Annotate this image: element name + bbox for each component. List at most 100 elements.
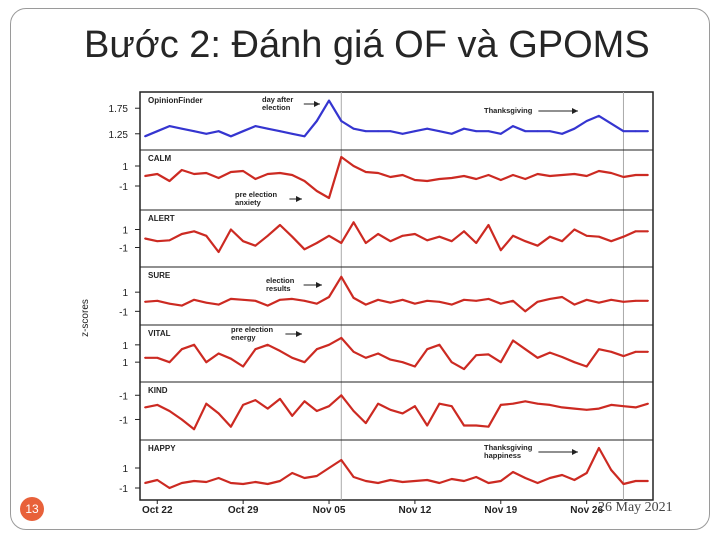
- y-tick-label: 1: [122, 358, 128, 369]
- y-axis-label: z-scores: [80, 299, 91, 337]
- data-point: [536, 402, 539, 405]
- panel-kind: KIND -1 -1: [119, 381, 653, 431]
- data-point: [377, 172, 379, 174]
- annotation-arrow-head: [314, 101, 320, 107]
- data-point: [180, 233, 183, 235]
- data-point: [487, 425, 490, 428]
- data-point: [156, 299, 159, 302]
- data-point: [426, 127, 429, 130]
- data-point: [561, 356, 563, 358]
- data-point: [144, 482, 146, 484]
- data-point: [364, 242, 367, 244]
- data-point: [414, 302, 416, 305]
- data-point: [340, 156, 343, 158]
- data-point: [144, 175, 146, 177]
- data-point: [536, 482, 539, 484]
- data-point: [205, 402, 208, 405]
- data-point: [438, 402, 441, 405]
- data-point: [561, 174, 563, 176]
- data-point: [499, 249, 502, 252]
- data-point: [242, 404, 245, 406]
- y-tick-label: -1: [119, 484, 128, 495]
- data-point: [279, 172, 281, 174]
- data-point: [242, 483, 245, 485]
- data-point: [205, 361, 208, 364]
- data-point: [426, 239, 429, 242]
- slide-frame: [10, 8, 710, 530]
- data-point: [193, 480, 196, 482]
- data-point: [622, 300, 625, 303]
- data-point: [389, 358, 392, 361]
- data-point: [315, 190, 318, 192]
- data-point: [573, 303, 576, 306]
- data-point: [610, 404, 613, 406]
- data-point: [242, 298, 245, 301]
- data-point: [573, 361, 576, 364]
- data-point: [401, 361, 404, 364]
- data-point: [499, 404, 502, 406]
- data-point: [254, 244, 257, 247]
- data-point: [512, 299, 514, 302]
- data-point: [610, 350, 613, 353]
- panel-label: KIND: [148, 386, 168, 395]
- data-point: [634, 174, 637, 176]
- panel-label: HAPPY: [148, 444, 176, 453]
- data-point: [266, 483, 269, 485]
- data-point: [463, 230, 465, 233]
- data-point: [340, 242, 343, 244]
- data-point: [401, 234, 404, 237]
- data-point: [524, 240, 527, 243]
- data-point: [389, 240, 392, 243]
- data-point: [463, 480, 465, 482]
- data-point: [610, 172, 613, 174]
- data-point: [512, 125, 514, 127]
- data-point: [266, 304, 269, 307]
- data-point: [549, 351, 551, 354]
- data-point: [573, 127, 576, 130]
- data-point: [450, 303, 453, 306]
- data-point: [279, 480, 281, 482]
- data-point: [499, 480, 502, 482]
- data-point: [180, 169, 183, 171]
- data-point: [585, 365, 588, 368]
- data-point: [364, 356, 367, 359]
- data-point: [475, 299, 478, 302]
- data-point: [561, 406, 563, 409]
- data-point: [536, 173, 539, 175]
- data-point: [549, 130, 551, 133]
- data-point: [426, 299, 429, 302]
- series-line-vital: [145, 336, 648, 371]
- data-point: [524, 178, 527, 180]
- data-point: [414, 130, 416, 133]
- data-point: [438, 300, 441, 303]
- data-point: [205, 132, 208, 135]
- data-point: [217, 352, 220, 355]
- data-point: [414, 233, 416, 235]
- data-point: [573, 173, 576, 175]
- data-point: [205, 301, 208, 304]
- data-point: [647, 130, 649, 133]
- data-point: [499, 361, 502, 364]
- annotation-text: day after: [262, 95, 293, 104]
- data-point: [377, 130, 379, 133]
- data-point: [438, 482, 441, 484]
- data-point: [647, 299, 649, 302]
- data-point: [193, 130, 196, 133]
- data-point: [414, 480, 416, 482]
- data-point: [475, 242, 478, 244]
- data-point: [180, 482, 183, 484]
- data-point: [463, 127, 465, 130]
- data-point: [242, 130, 245, 133]
- data-point: [144, 135, 146, 138]
- data-point: [377, 402, 379, 405]
- data-point: [487, 130, 490, 133]
- data-point: [401, 132, 404, 135]
- data-point: [254, 125, 257, 127]
- data-point: [536, 356, 539, 359]
- data-point: [426, 424, 429, 427]
- data-point: [450, 405, 453, 408]
- data-point: [438, 343, 441, 346]
- annotation-arrow-head: [316, 282, 322, 288]
